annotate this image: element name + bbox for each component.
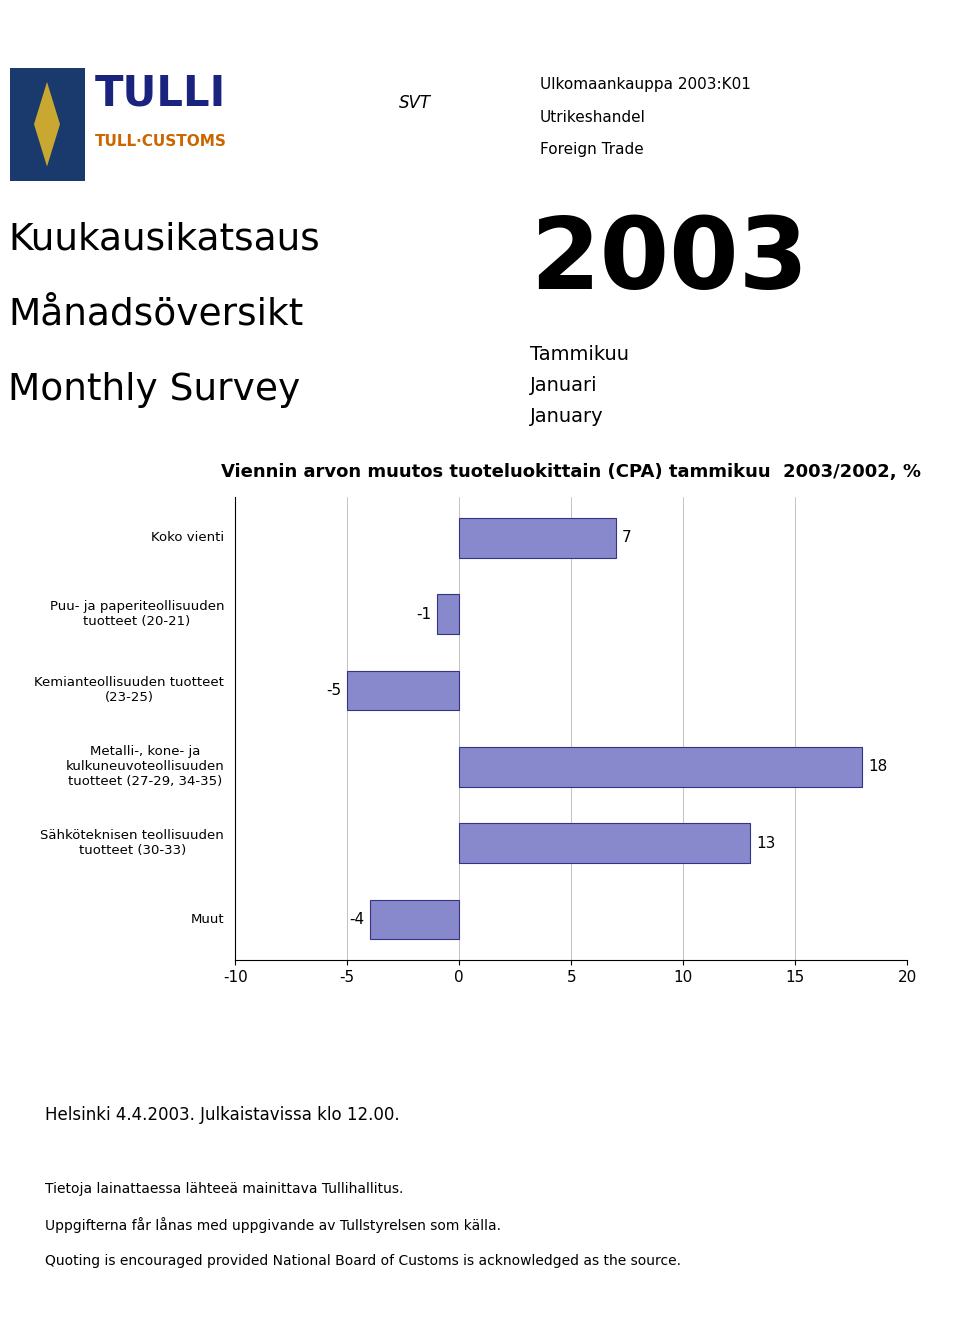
Text: Kuukausikatsaus: Kuukausikatsaus bbox=[8, 222, 320, 258]
Text: Monthly Survey: Monthly Survey bbox=[8, 372, 300, 407]
Text: Uppgifterna får lånas med uppgivande av Tullstyrelsen som källa.: Uppgifterna får lånas med uppgivande av … bbox=[45, 1217, 501, 1233]
Text: Tietoja lainattaessa lähteeä mainittava Tullihallitus.: Tietoja lainattaessa lähteeä mainittava … bbox=[45, 1182, 403, 1195]
Text: TULL·CUSTOMS: TULL·CUSTOMS bbox=[95, 134, 227, 149]
Text: Helsinki 4.4.2003. Julkaistavissa klo 12.00.: Helsinki 4.4.2003. Julkaistavissa klo 12… bbox=[45, 1105, 399, 1124]
Title: Viennin arvon muutos tuoteluokittain (CPA) tammikuu  2003/2002, %: Viennin arvon muutos tuoteluokittain (CP… bbox=[221, 463, 922, 482]
Bar bbox=[370, 900, 459, 939]
Text: SVT: SVT bbox=[399, 94, 431, 111]
Text: 2003: 2003 bbox=[530, 212, 808, 310]
Text: Koko vienti: Koko vienti bbox=[151, 532, 224, 544]
Text: Kemianteollisuuden tuotteet
(23-25): Kemianteollisuuden tuotteet (23-25) bbox=[35, 677, 224, 705]
Text: Sähköteknisen teollisuuden
tuotteet (30-33): Sähköteknisen teollisuuden tuotteet (30-… bbox=[40, 829, 224, 857]
Bar bbox=[437, 595, 459, 634]
Text: Månadsöversikt: Månadsöversikt bbox=[8, 297, 303, 333]
Text: TULLI: TULLI bbox=[95, 73, 227, 114]
Text: 18: 18 bbox=[868, 759, 887, 774]
Bar bbox=[459, 518, 616, 557]
Text: Foreign Trade: Foreign Trade bbox=[540, 142, 644, 157]
Text: Ulkomaankauppa 2003:K01: Ulkomaankauppa 2003:K01 bbox=[540, 78, 751, 93]
Text: Tammikuu: Tammikuu bbox=[530, 345, 629, 364]
Polygon shape bbox=[34, 82, 60, 167]
Text: Januari: Januari bbox=[530, 376, 598, 395]
Bar bbox=[459, 747, 862, 787]
Text: -4: -4 bbox=[348, 912, 364, 927]
Text: January: January bbox=[530, 407, 604, 426]
Text: -5: -5 bbox=[326, 684, 342, 698]
Text: Metalli-, kone- ja
kulkuneuvoteollisuuden
tuotteet (27-29, 34-35): Metalli-, kone- ja kulkuneuvoteollisuude… bbox=[65, 745, 224, 788]
Text: -1: -1 bbox=[416, 607, 431, 622]
Bar bbox=[10, 67, 85, 181]
Bar bbox=[348, 670, 459, 710]
Text: 7: 7 bbox=[621, 530, 632, 545]
Text: Quoting is encouraged provided National Board of Customs is acknowledged as the : Quoting is encouraged provided National … bbox=[45, 1254, 681, 1268]
Text: 13: 13 bbox=[756, 835, 776, 850]
Text: Utrikeshandel: Utrikeshandel bbox=[540, 110, 646, 125]
Text: Muut: Muut bbox=[190, 913, 224, 925]
Bar bbox=[459, 823, 751, 864]
Text: Puu- ja paperiteollisuuden
tuotteet (20-21): Puu- ja paperiteollisuuden tuotteet (20-… bbox=[50, 600, 224, 629]
